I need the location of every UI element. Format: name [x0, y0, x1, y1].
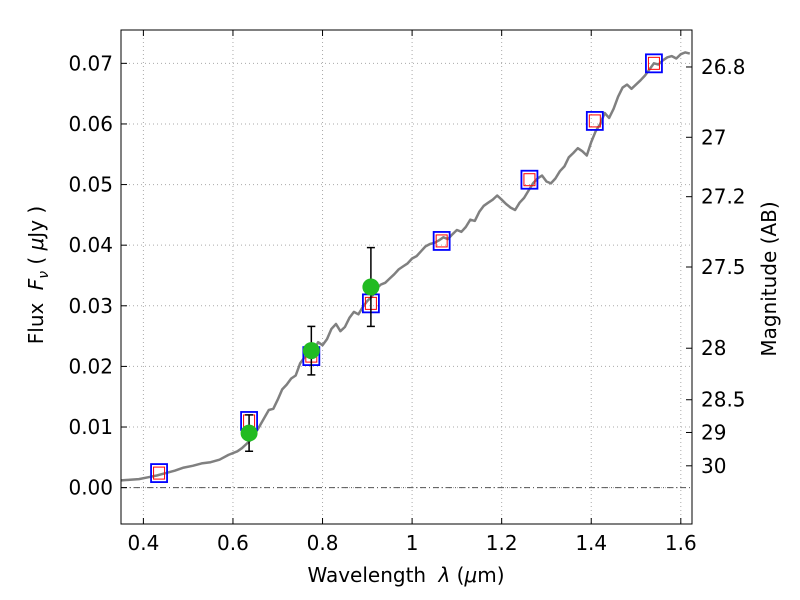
x-axis-label-text: Wavelength [307, 563, 426, 587]
x-tick-label: 1 [406, 531, 419, 555]
x-tick-label: 0.8 [307, 531, 339, 555]
y2-tick-label: 29 [701, 420, 726, 444]
x-tick-label: 0.6 [217, 531, 249, 555]
x-axis-label-unit-rest: m) [477, 563, 504, 587]
observed-point [362, 278, 380, 296]
y2-tick-label: 26.8 [701, 55, 746, 79]
y-tick-label: 0.03 [68, 294, 113, 318]
model-point-inner [588, 114, 601, 128]
model-point [520, 169, 539, 190]
y-tick-label: 0.02 [68, 354, 113, 378]
tick-labels: 0.4 0.6 0.8 1 1.2 1.4 1.6 0.00 0.01 0.02 0.03 0.04 0… [68, 51, 745, 555]
x-tick-label: 1.6 [665, 531, 697, 555]
y2-tick-label: 28.5 [701, 388, 746, 412]
plot-frame [120, 29, 693, 525]
y2-axis-label: Magnitude (AB) [757, 201, 781, 356]
y-tick-label: 0.06 [68, 112, 113, 136]
y-axis-label-subscript: ν [36, 271, 52, 279]
x-axis-label: Wavelength λ (μm) [307, 563, 504, 587]
y-axis-label-symbol: F [24, 278, 48, 290]
y-axis-label: Flux Fν ( μJy ) [24, 206, 52, 344]
x-tick-label: 1.2 [486, 531, 518, 555]
model-point-inner [647, 56, 660, 70]
y-tick-label: 0.04 [68, 233, 113, 257]
model-point-inner [153, 466, 166, 480]
y-axis-label-unit-mu: μ [24, 238, 48, 252]
y-tick-label: 0.05 [68, 173, 113, 197]
model-point [585, 111, 604, 131]
y-axis-label-unit-rest: Jy ) [24, 206, 48, 240]
model-point [150, 463, 168, 483]
y2-tick-label: 27.2 [701, 185, 746, 209]
y-axis-label-unit-open: ( [24, 250, 48, 271]
observed-points-group [240, 246, 380, 453]
model-point-inner [435, 234, 448, 248]
y-tick-label: 0.00 [68, 476, 113, 500]
x-tick-label: 0.4 [127, 531, 159, 555]
axis-ticks [121, 30, 692, 524]
x-tick-label: 1.4 [575, 531, 607, 555]
x-axis-label-unit-mu: μ [464, 563, 478, 587]
model-point [432, 231, 451, 251]
x-axis-label-symbol: λ [437, 563, 450, 587]
model-point [645, 53, 663, 74]
observed-point [240, 424, 258, 442]
x-axis-label-unit-open: ( [450, 563, 464, 587]
y2-tick-label: 30 [701, 454, 726, 478]
y2-tick-label: 27.5 [701, 255, 746, 279]
y-tick-label: 0.01 [68, 415, 113, 439]
y-tick-label: 0.07 [68, 51, 113, 75]
observed-point [302, 342, 320, 360]
model-point-inner [523, 173, 536, 187]
y2-tick-label: 27 [701, 125, 726, 149]
y-axis-label-text: Flux [24, 302, 48, 344]
y2-tick-label: 28 [701, 336, 726, 360]
